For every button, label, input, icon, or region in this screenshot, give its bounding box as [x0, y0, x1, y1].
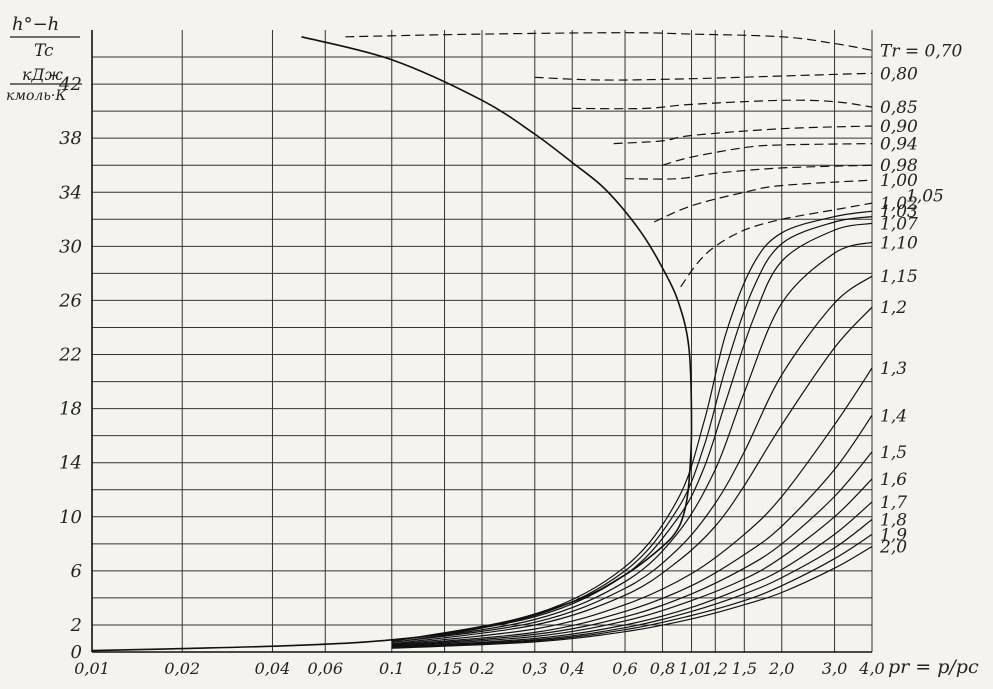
- series-line-16: [391, 451, 873, 647]
- series-label-10: 1,07: [880, 214, 918, 234]
- series-line-1: [534, 72, 873, 81]
- y-tick-label-8: 30: [59, 236, 82, 257]
- series-line-2: [572, 99, 873, 110]
- x-tick-label-8: 0,4: [560, 659, 585, 678]
- y-tick-label-10: 38: [59, 128, 82, 149]
- series-line-3: [613, 125, 873, 145]
- series-line-20: [391, 533, 873, 649]
- y-axis-label-line-3: кДж: [22, 65, 64, 84]
- y-tick-label-3: 10: [59, 507, 82, 528]
- series-label-19: 1,8: [880, 510, 907, 530]
- series-label-8: 1,03: [880, 202, 918, 222]
- x-tick-label-7: 0,3: [522, 659, 547, 678]
- series-label-1: 0,80: [880, 64, 918, 84]
- series-line-7: [680, 202, 873, 288]
- series-label-18: 1,7: [880, 493, 907, 513]
- x-tick-label-11: 1,0: [679, 659, 704, 678]
- y-tick-label-2: 6: [71, 561, 82, 582]
- x-tick-label-0: 0,01: [74, 659, 110, 678]
- series-label-0: Tr = 0,70: [880, 41, 963, 61]
- x-tick-label-1: 0,02: [164, 659, 200, 678]
- y-axis-label-line-4: кмоль·К: [6, 88, 67, 104]
- series-label-17: 1,6: [880, 470, 907, 490]
- series-line-8: [391, 210, 873, 642]
- series-line-0: [345, 32, 873, 51]
- x-tick-label-2: 0,04: [255, 659, 291, 678]
- series-line-11: [391, 241, 873, 644]
- x-tick-label-3: 0,06: [307, 659, 343, 678]
- y-tick-label-1: 2: [70, 615, 82, 636]
- series-label-7: 1,02: [880, 194, 918, 214]
- y-axis-label-line-2: Tc: [34, 41, 54, 61]
- series-line-6: [653, 179, 873, 223]
- series-line-4: [662, 143, 873, 166]
- series-line-13: [391, 306, 873, 645]
- series-label-20: 1,9: [880, 525, 907, 545]
- series-label-5: 0,98: [880, 156, 918, 176]
- y-axis-label-line-1: h°−h: [12, 14, 59, 35]
- series-labels: Tr = 0,70 0,80 0,850,900,940,981,00 1,021,0…: [879, 41, 963, 557]
- x-axis-label: pr = p/pc: [888, 656, 979, 678]
- x-tick-label-12: 1,2: [703, 659, 728, 678]
- x-tick-label-10: 0,8: [650, 659, 675, 678]
- series-label-21: 2,0: [879, 538, 907, 558]
- x-tick-label-4: 0.1: [379, 659, 404, 678]
- y-tick-label-4: 14: [59, 453, 82, 474]
- y-tick-label-7: 26: [58, 290, 82, 311]
- x-tick-label-9: 0,6: [612, 659, 637, 678]
- axis-labels: h°−h Tc кДж кмоль·К pr = p/pc: [6, 14, 979, 678]
- series-label-6: 1,00: [880, 171, 918, 191]
- x-tick-label-5: 0,15: [427, 659, 463, 678]
- series-line-18: [391, 501, 873, 648]
- series-line-19: [391, 519, 873, 649]
- series-label-4: 0,94: [880, 135, 918, 155]
- series-label-11: 1,10: [880, 233, 918, 253]
- series-label-16: 1,5: [880, 443, 907, 463]
- y-tick-label-9: 34: [59, 182, 82, 203]
- series-label-2: 0,85: [880, 98, 918, 118]
- tick-labels: 0,01 0,02 0,04 0,06 0.1 0,15 0.2 0,3 0,4 0,6 0,8 1,…: [58, 74, 885, 678]
- series-line-21: [391, 545, 873, 649]
- series-label-12: 1,15: [880, 267, 918, 287]
- grid-lines: [91, 30, 873, 653]
- series-label-9: 1,05: [906, 187, 944, 207]
- series-label-14: 1,3: [880, 359, 907, 379]
- x-tick-label-6: 0.2: [469, 659, 494, 678]
- y-tick-label-6: 22: [58, 345, 82, 366]
- series-label-15: 1,4: [880, 406, 907, 426]
- chart-series: [91, 32, 873, 652]
- y-tick-label-5: 18: [59, 399, 82, 420]
- x-tick-label-13: 1,5: [732, 659, 757, 678]
- series-line-12: [391, 275, 873, 644]
- series-line-17: [391, 478, 873, 648]
- y-tick-label-0: 0: [71, 642, 82, 663]
- series-line-9: [391, 216, 873, 642]
- series-label-3: 0,90: [880, 117, 918, 137]
- series-label-13: 1,2: [880, 298, 907, 318]
- series-line-10: [391, 222, 873, 642]
- x-tick-label-15: 3,0: [822, 659, 847, 678]
- x-tick-label-16: 4,0: [858, 659, 884, 678]
- series-line-14: [391, 367, 873, 646]
- series-line-15: [391, 415, 873, 646]
- x-tick-label-14: 2,0: [768, 659, 794, 678]
